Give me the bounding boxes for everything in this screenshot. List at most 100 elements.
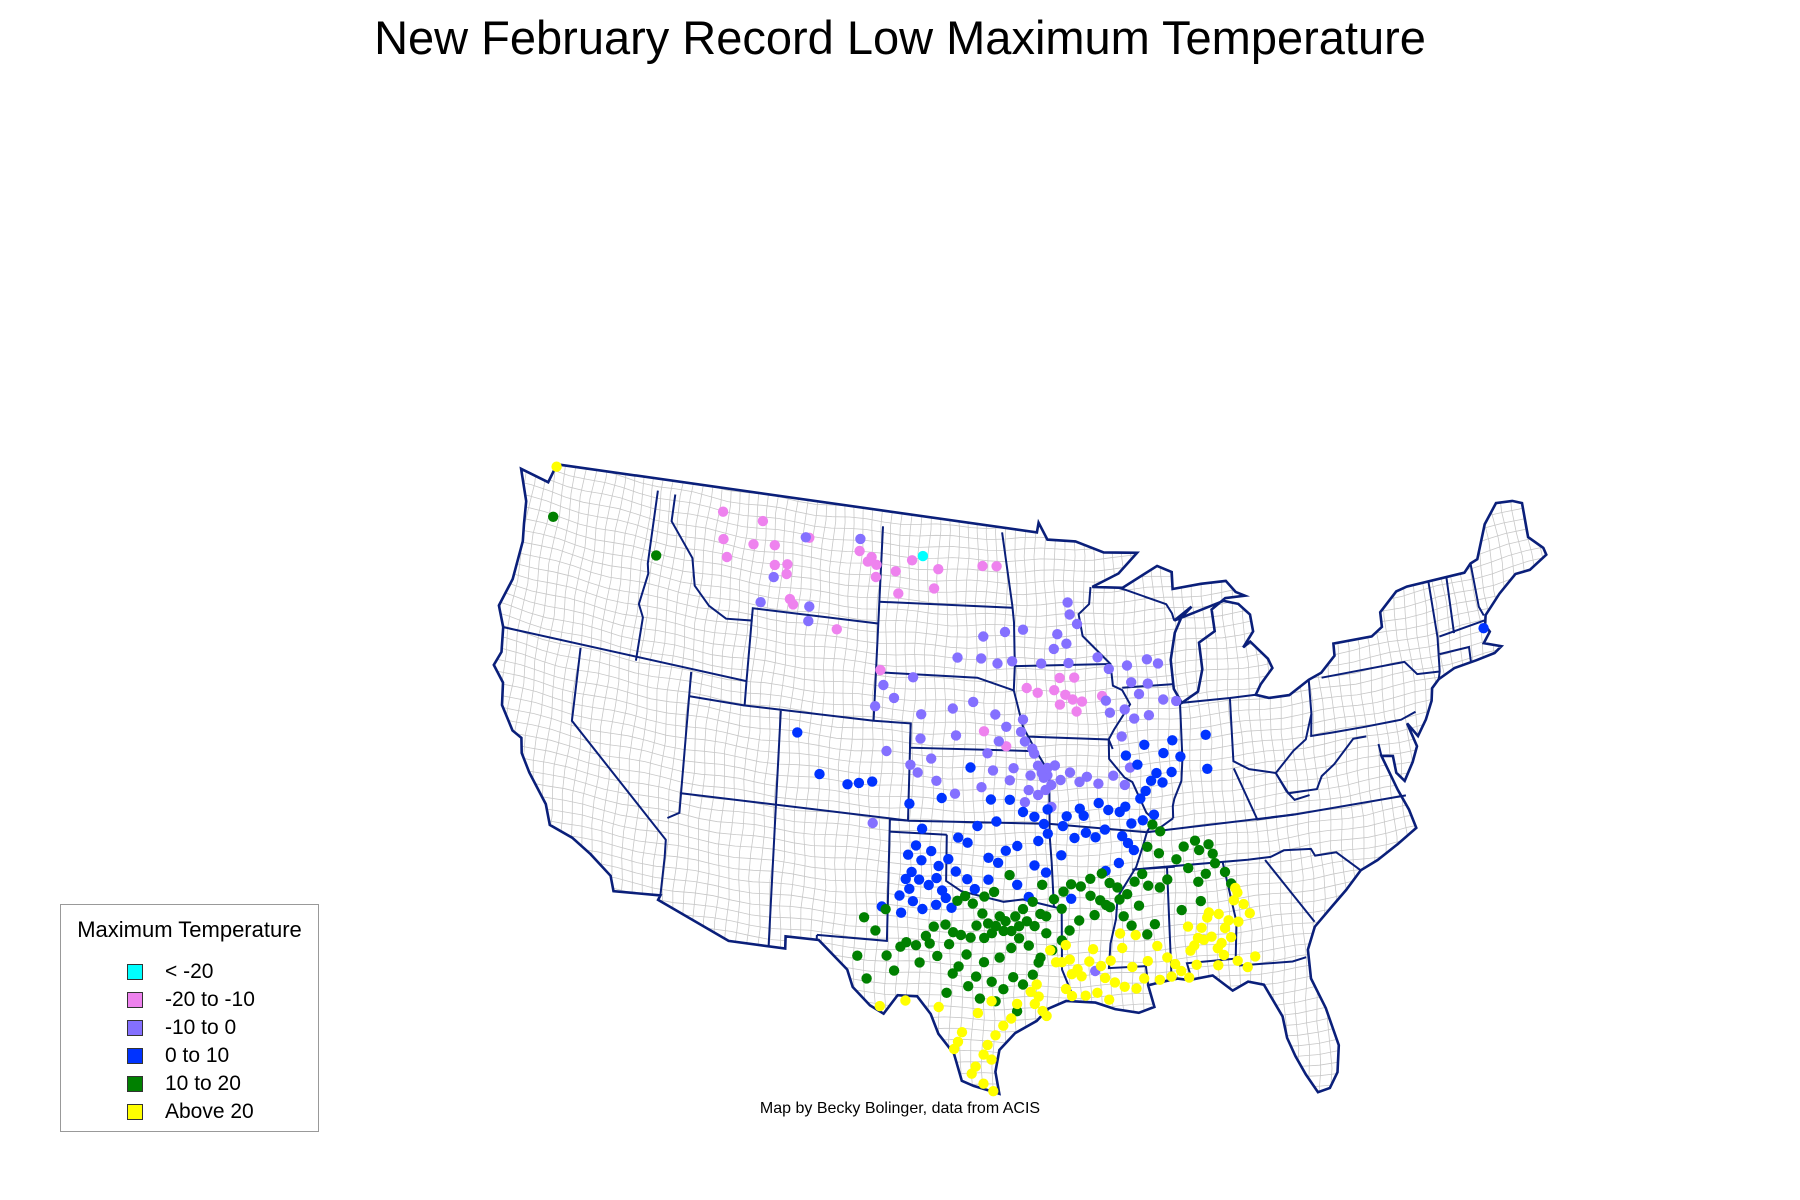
- station-marker: [1203, 907, 1215, 918]
- station-marker: [1118, 911, 1129, 922]
- station-marker: [952, 895, 963, 906]
- station-marker: [1108, 770, 1119, 781]
- station-marker: [991, 816, 1002, 827]
- station-marker: [748, 539, 759, 550]
- station-marker: [1154, 882, 1166, 893]
- station-marker: [962, 874, 973, 885]
- station-marker: [1023, 784, 1034, 796]
- station-marker: [993, 736, 1004, 747]
- station-marker: [941, 987, 952, 998]
- station-marker: [1085, 890, 1096, 901]
- legend-label: Above 20: [165, 1100, 254, 1123]
- station-marker: [1171, 695, 1182, 707]
- station-marker: [987, 765, 999, 776]
- station-marker: [940, 892, 951, 904]
- station-marker: [1189, 940, 1200, 951]
- station-marker: [953, 961, 964, 972]
- station-marker: [1048, 894, 1060, 905]
- station-marker: [948, 1043, 960, 1055]
- station-marker: [910, 940, 922, 951]
- station-marker: [1006, 925, 1017, 937]
- station-marker: [907, 672, 919, 683]
- station-marker: [874, 1000, 885, 1012]
- station-marker: [917, 903, 928, 915]
- station-marker: [966, 1068, 977, 1079]
- station-marker: [1225, 932, 1237, 943]
- station-marker: [1095, 960, 1107, 972]
- station-marker: [1006, 1013, 1017, 1024]
- station-marker: [1100, 695, 1112, 706]
- station-marker: [1116, 731, 1127, 742]
- station-marker: [1078, 810, 1089, 821]
- legend-item-above-20: Above 20: [127, 1099, 254, 1125]
- station-marker: [1119, 779, 1131, 791]
- station-marker: [870, 925, 881, 936]
- station-marker: [888, 692, 900, 704]
- legend-swatch: [127, 1076, 143, 1092]
- station-marker: [871, 559, 882, 570]
- legend-item-lt-m20: < -20: [127, 959, 213, 985]
- station-marker: [831, 624, 842, 635]
- station-marker: [1141, 654, 1153, 665]
- station-marker: [1218, 949, 1230, 961]
- station-marker: [1069, 832, 1080, 844]
- station-marker: [1142, 678, 1154, 689]
- station-marker: [1207, 848, 1218, 859]
- station-marker: [982, 1039, 993, 1051]
- station-marker: [1103, 663, 1115, 675]
- station-marker: [1054, 672, 1065, 684]
- station-marker: [1000, 845, 1011, 856]
- station-marker: [1031, 979, 1042, 990]
- station-marker: [1120, 750, 1132, 761]
- station-marker: [965, 932, 976, 943]
- station-marker: [963, 981, 974, 992]
- station-marker: [1120, 801, 1131, 812]
- station-marker: [910, 840, 922, 851]
- station-marker: [1074, 915, 1085, 926]
- station-marker: [1135, 793, 1146, 804]
- station-marker: [1049, 685, 1060, 696]
- station-marker: [1132, 759, 1143, 770]
- station-marker: [1033, 835, 1044, 847]
- station-marker: [1142, 841, 1153, 852]
- legend-label: -10 to 0: [165, 1016, 237, 1039]
- station-marker: [1011, 1006, 1023, 1017]
- station-marker: [1126, 920, 1137, 931]
- station-marker: [1052, 629, 1063, 640]
- station-marker: [1076, 696, 1088, 707]
- station-marker: [1219, 922, 1231, 934]
- station-marker: [986, 928, 998, 939]
- station-marker: [888, 965, 900, 976]
- station-marker: [1023, 940, 1034, 951]
- station-marker: [971, 920, 982, 931]
- station-marker: [1175, 751, 1186, 762]
- station-marker: [1133, 688, 1145, 700]
- station-marker: [1162, 874, 1173, 885]
- station-marker: [1139, 739, 1150, 750]
- station-marker: [906, 555, 918, 566]
- station-marker: [930, 899, 942, 910]
- station-marker: [991, 561, 1002, 572]
- station-marker: [1119, 704, 1130, 715]
- station-marker: [967, 898, 978, 909]
- station-marker: [1013, 933, 1025, 944]
- station-marker: [1104, 707, 1116, 718]
- station-marker: [1055, 774, 1066, 786]
- station-marker: [916, 709, 927, 720]
- station-marker: [955, 929, 967, 941]
- station-marker: [1012, 879, 1023, 890]
- station-marker: [1089, 909, 1100, 921]
- station-marker: [1012, 840, 1023, 852]
- station-marker: [1087, 944, 1099, 955]
- station-markers: [548, 461, 1489, 1097]
- station-marker: [1112, 882, 1123, 893]
- station-marker: [961, 949, 972, 960]
- station-marker: [1050, 957, 1062, 968]
- station-marker: [1041, 1010, 1052, 1022]
- station-marker: [1048, 643, 1060, 655]
- station-marker: [956, 1027, 968, 1038]
- station-marker: [978, 631, 989, 642]
- legend-item-0-10: 0 to 10: [127, 1043, 229, 1069]
- station-marker: [1011, 998, 1023, 1010]
- legend-swatch: [127, 964, 143, 980]
